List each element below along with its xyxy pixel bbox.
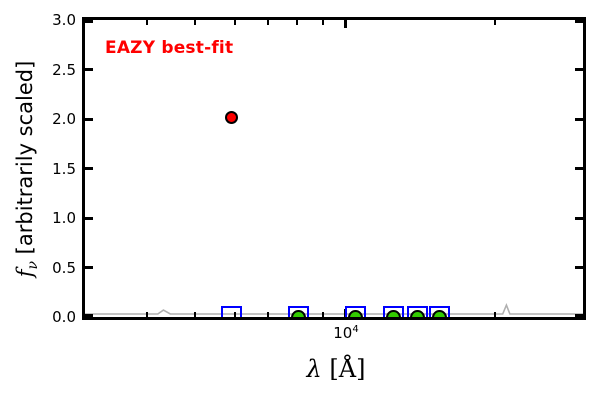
y-tick-label: 0.0	[52, 308, 76, 326]
observed-photometry-highlight-marker	[224, 110, 238, 124]
y-major-tick	[85, 20, 93, 23]
y-major-tick	[575, 68, 583, 71]
x-axis-label-bracket-open: [	[321, 355, 339, 383]
x-axis-label-bracket-close: ]	[356, 355, 366, 383]
x-major-tick	[343, 20, 347, 28]
template-photometry-marker	[287, 305, 309, 317]
y-major-tick	[85, 314, 93, 317]
y-major-tick	[85, 117, 93, 121]
x-minor-tick	[494, 20, 497, 25]
y-axis-label-symbol: f	[12, 269, 37, 278]
y-major-tick	[575, 216, 583, 220]
y-major-tick	[85, 68, 93, 71]
y-axis-label-text: [arbitrarily scaled]	[12, 60, 37, 262]
y-tick-label: 1.5	[52, 159, 76, 178]
template-spectrum-line	[85, 302, 583, 315]
x-minor-tick	[233, 20, 236, 25]
observed-photometry-marker	[409, 309, 425, 317]
template-photometry-marker	[220, 305, 242, 317]
y-major-tick	[85, 266, 93, 269]
y-tick-label: 0.5	[52, 258, 76, 277]
y-axis-label: fν [arbitrarily scaled]	[13, 61, 41, 278]
x-minor-tick	[321, 20, 324, 25]
plot-frame	[82, 17, 586, 320]
x-minor-tick	[494, 312, 497, 317]
y-major-tick	[85, 216, 93, 220]
x-minor-tick	[146, 312, 149, 317]
x-minor-tick	[267, 312, 270, 317]
y-major-tick	[575, 20, 583, 23]
y-tick-label: 1.0	[52, 209, 76, 227]
x-major-tick	[343, 309, 347, 317]
observed-photometry-marker	[290, 309, 306, 317]
x-axis-label: λ [Å]	[307, 355, 366, 383]
y-axis-label-subscript: ν	[25, 261, 42, 270]
x-minor-tick	[267, 20, 270, 25]
x-major-tick-label: 104	[316, 324, 376, 342]
x-minor-tick	[194, 312, 197, 317]
x-axis-label-lambda: λ	[306, 355, 322, 383]
y-tick-label: 3.0	[52, 11, 76, 29]
x-axis-label-angstrom: Å	[338, 355, 357, 383]
x-minor-tick	[233, 312, 236, 317]
bestfit-annotation: EAZY best-fit	[105, 38, 234, 58]
x-minor-tick	[146, 20, 149, 25]
x-major-tick-exponent: 4	[352, 324, 359, 335]
template-photometry-marker	[428, 305, 450, 317]
y-major-tick	[575, 117, 583, 121]
observed-photometry-marker	[386, 309, 402, 317]
x-minor-tick	[194, 20, 197, 25]
plot-area: EAZY best-fit	[85, 20, 583, 317]
observed-photometry-marker	[431, 309, 447, 317]
y-major-tick	[85, 167, 93, 170]
y-tick-label: 2.0	[52, 110, 76, 128]
y-major-tick	[575, 167, 583, 170]
y-major-tick	[575, 266, 583, 269]
template-photometry-marker	[345, 305, 367, 317]
x-minor-tick	[296, 20, 299, 25]
template-photometry-marker	[406, 305, 428, 317]
y-tick-label: 2.5	[52, 60, 76, 79]
template-photometry-marker	[383, 305, 405, 317]
y-major-tick	[575, 314, 583, 317]
x-major-tick-base: 10	[333, 324, 353, 342]
x-minor-tick	[321, 312, 324, 317]
